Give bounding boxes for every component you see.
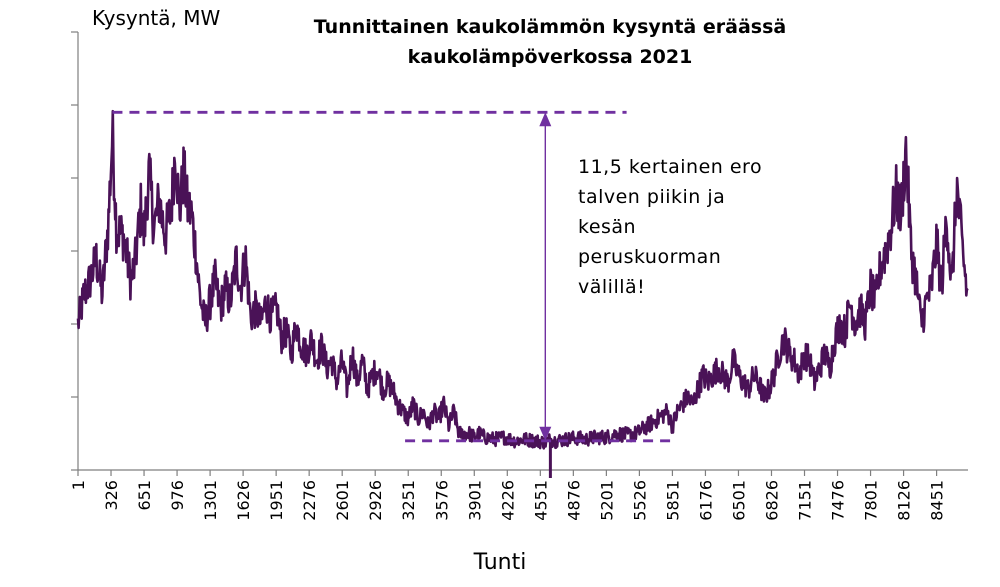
arrow-head-down-icon — [539, 426, 552, 441]
x-tick-label: 3576 — [432, 480, 451, 521]
x-tick-label: 8451 — [928, 480, 947, 521]
x-tick-label: 1626 — [234, 480, 253, 521]
annotation-line-4: peruskuorman — [578, 246, 722, 268]
x-tick-label: 2926 — [366, 480, 385, 521]
x-tick-label: 3901 — [465, 480, 484, 521]
x-tick-label: 6826 — [762, 480, 781, 521]
x-tick-label: 4551 — [531, 480, 550, 521]
annotation-line-3: kesän — [578, 216, 637, 238]
x-tick-label: 6501 — [729, 480, 748, 521]
series-line — [76, 109, 969, 450]
annotation-line-2: talven piikin ja — [578, 186, 726, 208]
x-tick-label: 2276 — [300, 480, 319, 521]
x-tick-label: 4876 — [564, 480, 583, 521]
x-tick-label: 4226 — [498, 480, 517, 521]
x-tick-label: 7151 — [796, 480, 815, 521]
x-axis-label: Tunti — [473, 550, 527, 575]
chart-title-line-2: kaukolämpöverkossa 2021 — [407, 46, 693, 68]
x-tick-label: 1301 — [201, 480, 220, 521]
x-tick-label: 651 — [135, 480, 154, 511]
x-tick-label: 7801 — [862, 480, 881, 521]
x-tick-label: 5201 — [597, 480, 616, 521]
annotation-text: 11,5 kertainen ero talven piikin ja kesä… — [578, 152, 762, 302]
x-tick-label: 7476 — [829, 480, 848, 521]
x-tick-label: 2601 — [333, 480, 352, 521]
x-tick-label: 6176 — [696, 480, 715, 521]
chart-title-line-1: Tunnittainen kaukolämmön kysyntä eräässä — [313, 16, 787, 38]
annotation-line-1: 11,5 kertainen ero — [578, 156, 763, 178]
x-tick-label: 976 — [168, 480, 187, 511]
x-tick-label: 326 — [102, 480, 121, 511]
x-tick-label: 8126 — [895, 480, 914, 521]
x-tick-label: 5851 — [663, 480, 682, 521]
x-tick-label: 1 — [69, 480, 88, 490]
x-tick-label: 1951 — [267, 480, 286, 521]
annotation-line-5: välillä! — [578, 276, 646, 298]
x-tick-label: 5526 — [630, 480, 649, 521]
arrow-head-up-icon — [539, 112, 552, 127]
chart-title: Tunnittainen kaukolämmön kysyntä eräässä… — [270, 12, 830, 72]
x-tick-label: 3251 — [399, 480, 418, 521]
y-axis-label: Kysyntä, MW — [92, 6, 221, 30]
